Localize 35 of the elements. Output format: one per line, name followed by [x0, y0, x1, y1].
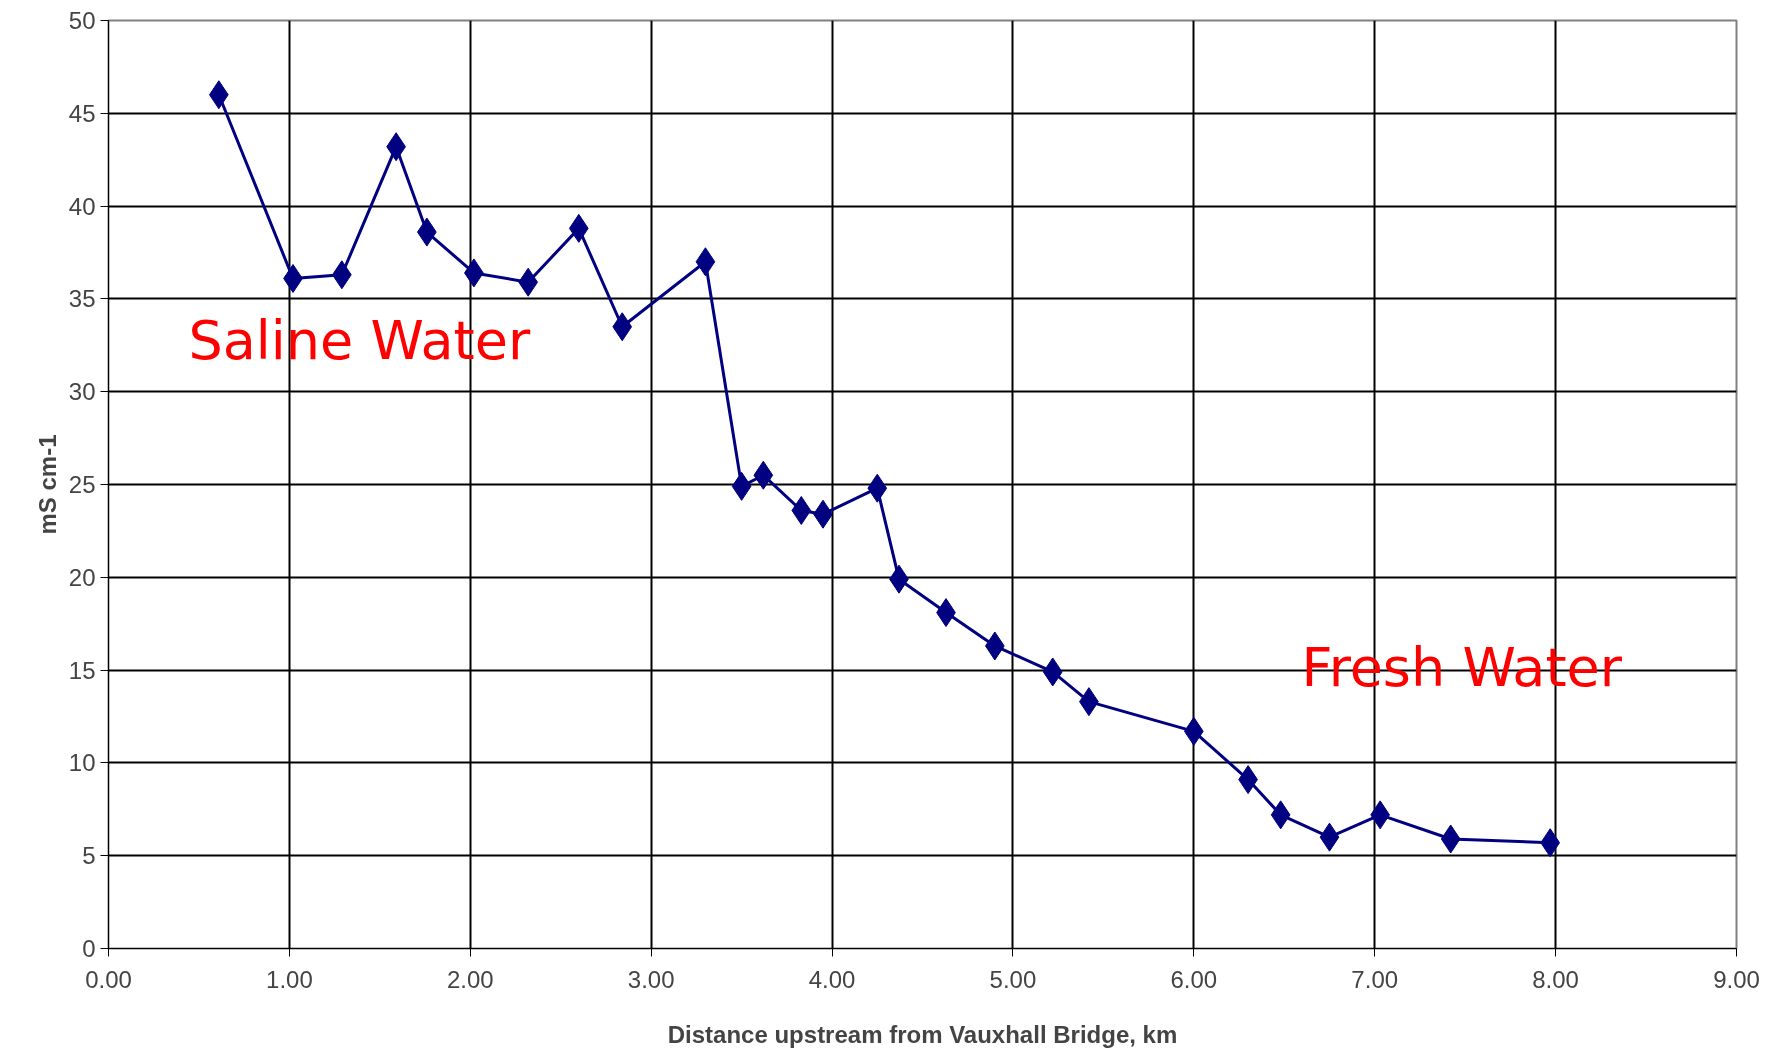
- point: [1319, 822, 1340, 852]
- point: [612, 312, 633, 342]
- x-tick-label: 5.00: [989, 965, 1037, 993]
- y-tick-label: 30: [68, 378, 96, 406]
- x-tick-label: 4.00: [808, 965, 856, 993]
- y-tick-label: 10: [68, 749, 96, 777]
- y-tick-label: 20: [68, 563, 96, 591]
- point: [1440, 824, 1461, 854]
- point: [867, 473, 888, 503]
- x-tick-label: 3.00: [627, 965, 675, 993]
- x-axis-title: Distance upstream from Vauxhall Bridge, km: [667, 1020, 1178, 1048]
- y-tick-label: 40: [68, 192, 96, 220]
- x-tick-label: 1.00: [266, 965, 313, 993]
- point: [1540, 828, 1561, 858]
- y-tick-label: 0: [82, 935, 96, 962]
- point: [568, 213, 589, 243]
- point: [753, 460, 774, 490]
- y-tick-label: 15: [68, 656, 96, 684]
- point: [1042, 657, 1063, 687]
- point: [731, 471, 752, 501]
- y-tick-label: 35: [68, 285, 96, 313]
- x-tick-label: 9.00: [1713, 965, 1760, 993]
- point: [695, 247, 716, 277]
- y-tick-label: 5: [82, 842, 96, 870]
- x-tick-label: 7.00: [1351, 965, 1399, 993]
- y-tick-label: 50: [68, 7, 96, 34]
- x-tick-label: 0.00: [85, 965, 132, 993]
- x-tick-label: 6.00: [1170, 965, 1218, 993]
- point: [1270, 800, 1291, 830]
- y-axis-title: mS cm-1: [33, 434, 61, 535]
- y-tick-label: 45: [68, 99, 96, 127]
- point: [791, 495, 812, 525]
- x-tick-label: 8.00: [1532, 965, 1579, 993]
- y-tick-label: 25: [68, 471, 96, 498]
- x-tick-label: 2.00: [446, 965, 494, 993]
